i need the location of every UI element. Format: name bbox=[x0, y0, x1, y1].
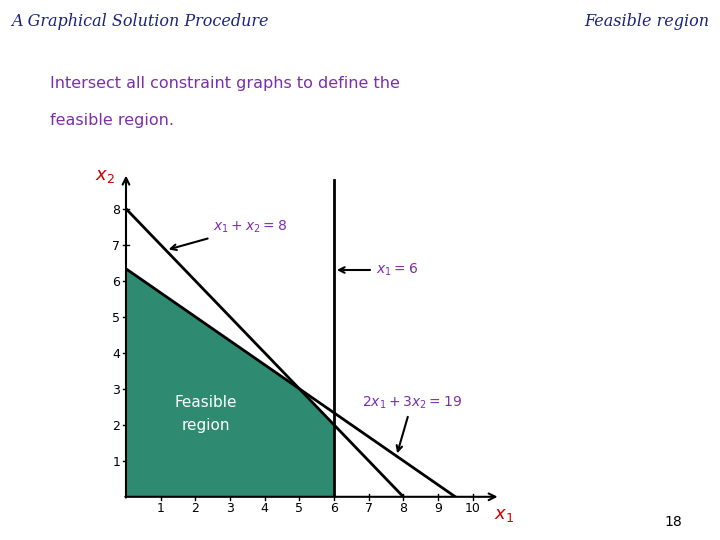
Text: 18: 18 bbox=[665, 515, 682, 529]
Text: $x_1$: $x_1$ bbox=[494, 506, 514, 524]
Text: $x_1 + \; x_2 \leq \; 8$: $x_1 + \; x_2 \leq \; 8$ bbox=[539, 170, 604, 184]
Text: feasible region.: feasible region. bbox=[50, 113, 174, 129]
Text: Feasible
region: Feasible region bbox=[174, 395, 237, 433]
Text: Intersect all constraint graphs to define the: Intersect all constraint graphs to defin… bbox=[50, 76, 400, 91]
Text: $\leq\;6$: $\leq\;6$ bbox=[635, 113, 660, 125]
Text: $2x_1 + 3x_2 = 19$: $2x_1 + 3x_2 = 19$ bbox=[361, 395, 462, 451]
Text: Example 2:: Example 2: bbox=[499, 56, 568, 65]
Text: $x_1 = 6$: $x_1 = 6$ bbox=[339, 262, 418, 278]
Text: $x_2$: $x_2$ bbox=[95, 167, 115, 185]
Text: A Graphical Solution Procedure: A Graphical Solution Procedure bbox=[11, 14, 269, 30]
Text: $x_1 \geq 0\;$ and $\;x_2 \geq 0$: $x_1 \geq 0\;$ and $\;x_2 \geq 0$ bbox=[499, 198, 600, 212]
Text: $x_1 + x_2 = 8$: $x_1 + x_2 = 8$ bbox=[171, 219, 287, 250]
Polygon shape bbox=[126, 269, 334, 497]
Text: Max: Max bbox=[499, 85, 522, 96]
Text: $2x_1 + 3x_2 \leq 19$: $2x_1 + 3x_2 \leq 19$ bbox=[530, 141, 611, 156]
Text: Feasible region: Feasible region bbox=[584, 14, 709, 30]
Text: s.t.: s.t. bbox=[499, 113, 516, 124]
Text: $x_1$: $x_1$ bbox=[559, 113, 572, 125]
Text: $5x_1 + 7x_2$: $5x_1 + 7x_2$ bbox=[559, 85, 611, 99]
